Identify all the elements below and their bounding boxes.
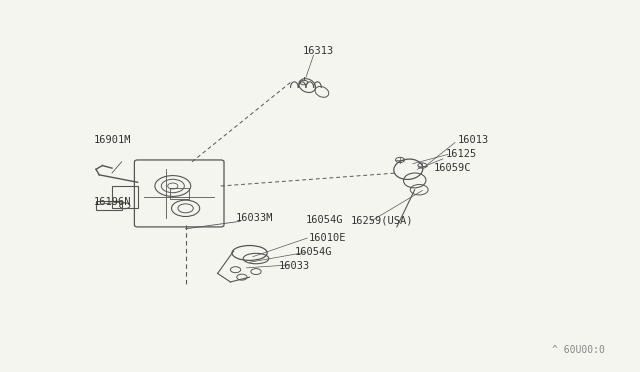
Text: 16259(USA): 16259(USA) [351,215,413,225]
Text: 16901M: 16901M [94,135,132,144]
Text: 16313: 16313 [303,46,334,56]
Text: ^ 60U00:0: ^ 60U00:0 [552,345,605,355]
Text: 16196N: 16196N [94,197,132,207]
Text: 16033M: 16033M [236,214,273,223]
Text: 16033: 16033 [278,261,310,271]
Text: 16010E: 16010E [308,233,346,243]
Text: 16125: 16125 [446,150,477,159]
Text: 16054G: 16054G [294,247,332,257]
Text: 16054G: 16054G [306,215,344,225]
Text: 16013: 16013 [458,135,489,144]
Text: 16059C: 16059C [434,163,472,173]
